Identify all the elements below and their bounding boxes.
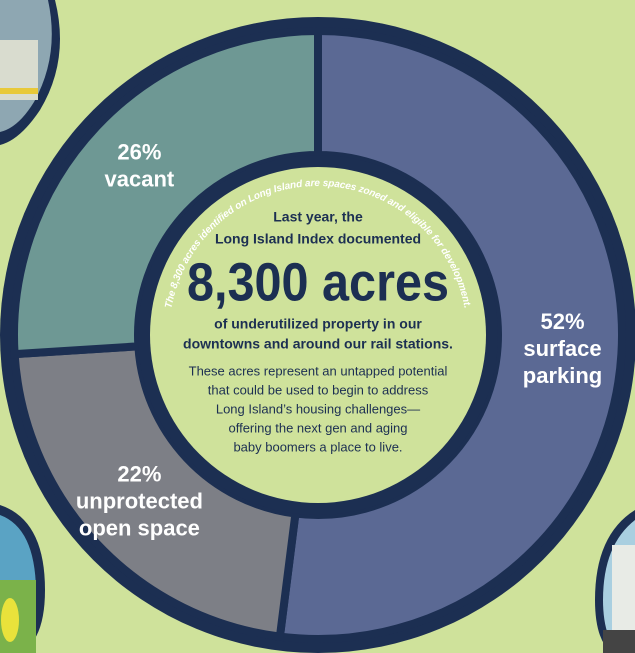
- percent-label: 52%: [540, 309, 584, 334]
- category-label: open space: [79, 516, 200, 541]
- intro-text: Long Island Index documented: [215, 231, 421, 247]
- park-scene: [0, 505, 45, 653]
- body-text: These acres represent an untapped potent…: [189, 363, 448, 378]
- percent-label: 22%: [117, 462, 161, 487]
- category-label: surface: [523, 336, 601, 361]
- subhead-text: downtowns and around our rail stations.: [183, 336, 453, 352]
- category-label: vacant: [105, 167, 175, 192]
- headline: 8,300 acres: [187, 252, 449, 312]
- intro-text: Last year, the: [273, 209, 363, 225]
- building-scene: [595, 510, 635, 653]
- percent-label: 26%: [117, 140, 161, 165]
- subhead-text: of underutilized property in our: [214, 316, 422, 332]
- center-disc: [150, 167, 486, 503]
- body-text: Long Island’s housing challenges—: [216, 401, 420, 416]
- body-text: offering the next gen and aging: [228, 420, 407, 435]
- train-scene: [0, 0, 60, 145]
- body-text: that could be used to begin to address: [208, 382, 429, 397]
- category-label: unprotected: [76, 489, 203, 514]
- body-text: baby boomers a place to live.: [233, 439, 402, 454]
- category-label: parking: [523, 363, 602, 388]
